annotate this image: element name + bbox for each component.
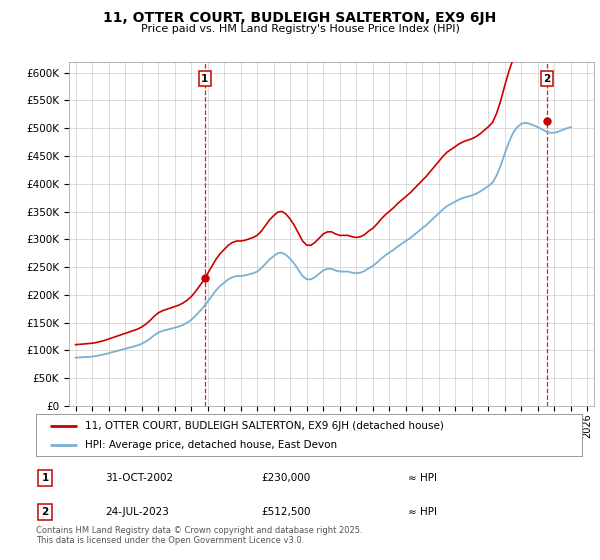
Text: 31-OCT-2002: 31-OCT-2002: [105, 473, 173, 483]
Text: ≈ HPI: ≈ HPI: [408, 473, 437, 483]
Text: Price paid vs. HM Land Registry's House Price Index (HPI): Price paid vs. HM Land Registry's House …: [140, 24, 460, 34]
Text: 11, OTTER COURT, BUDLEIGH SALTERTON, EX9 6JH: 11, OTTER COURT, BUDLEIGH SALTERTON, EX9…: [103, 11, 497, 25]
Text: ≈ HPI: ≈ HPI: [408, 507, 437, 517]
Text: £512,500: £512,500: [261, 507, 311, 517]
Text: 11, OTTER COURT, BUDLEIGH SALTERTON, EX9 6JH (detached house): 11, OTTER COURT, BUDLEIGH SALTERTON, EX9…: [85, 421, 444, 431]
Text: 1: 1: [201, 74, 208, 83]
Text: 2: 2: [41, 507, 49, 517]
Text: HPI: Average price, detached house, East Devon: HPI: Average price, detached house, East…: [85, 440, 337, 450]
Text: Contains HM Land Registry data © Crown copyright and database right 2025.
This d: Contains HM Land Registry data © Crown c…: [36, 526, 362, 545]
Text: 24-JUL-2023: 24-JUL-2023: [105, 507, 169, 517]
Text: 1: 1: [41, 473, 49, 483]
Text: £230,000: £230,000: [261, 473, 310, 483]
Text: 2: 2: [544, 74, 551, 83]
